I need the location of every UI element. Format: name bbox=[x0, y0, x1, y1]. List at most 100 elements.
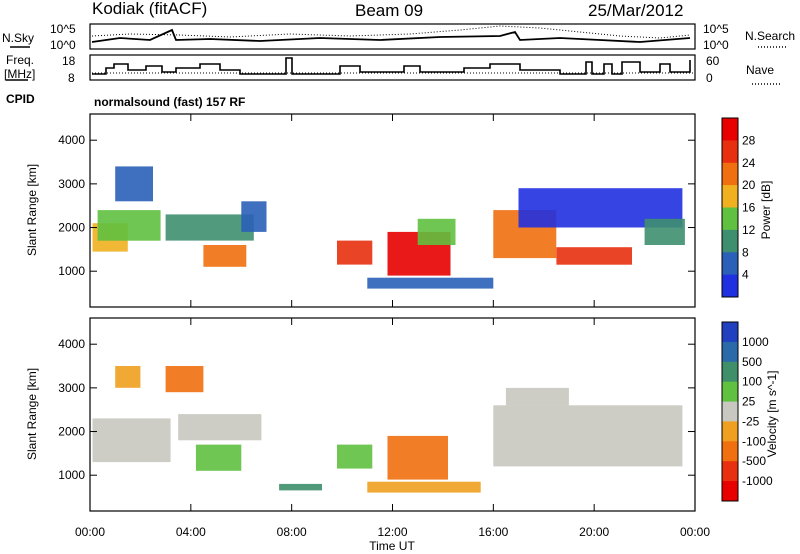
power-region-8 bbox=[417, 218, 456, 245]
velocity-ytick-label-2: 3000 bbox=[58, 381, 85, 395]
power-colorbar-tick-1: 24 bbox=[742, 156, 756, 170]
freq-trace bbox=[92, 57, 691, 75]
power-colorbar-label: Power [dB] bbox=[759, 181, 773, 240]
velocity-colorbar-tick-5: -100 bbox=[742, 434, 766, 448]
velocity-colorbar-tick-6: -500 bbox=[742, 454, 766, 468]
velocity-colorbar-frame bbox=[721, 321, 739, 502]
power-region-1 bbox=[97, 210, 161, 241]
velocity-y-label: Slant Range [km] bbox=[25, 368, 39, 460]
power-colorbar-tick-0: 28 bbox=[742, 133, 756, 147]
velocity-region-4 bbox=[195, 444, 242, 471]
velocity-region-3 bbox=[165, 366, 204, 393]
power-colorbar-swatch-0 bbox=[722, 118, 738, 141]
velocity-colorbar-swatch-7 bbox=[722, 461, 738, 482]
power-ytick-label-0: 1000 bbox=[58, 264, 85, 278]
power-ytick-label-3: 4000 bbox=[58, 133, 85, 147]
velocity-colorbar-tick-3: 25 bbox=[742, 395, 756, 409]
power-colorbar-swatch-5 bbox=[722, 229, 738, 253]
x-tick-label-1: 04:00 bbox=[176, 525, 206, 539]
velocity-region-1 bbox=[178, 414, 262, 441]
velocity-region-10 bbox=[505, 387, 569, 406]
date-title: 25/Mar/2012 bbox=[588, 1, 683, 20]
freq-tick-top: 18 bbox=[62, 54, 76, 68]
power-colorbar-swatch-6 bbox=[722, 252, 738, 276]
power-colorbar-swatch-7 bbox=[722, 274, 738, 298]
noise-tick-left-top: 10^5 bbox=[50, 22, 76, 36]
noise-panel-frame bbox=[89, 23, 696, 50]
x-tick-label-6: 00:00 bbox=[680, 525, 710, 539]
velocity-region-0 bbox=[92, 418, 171, 463]
velocity-colorbar-swatch-3 bbox=[722, 381, 738, 402]
power-ytick-label-2: 3000 bbox=[58, 177, 85, 191]
velocity-region-7 bbox=[387, 435, 448, 480]
freq-unit-label: [MHz] bbox=[4, 67, 35, 81]
x-tick-label-0: 00:00 bbox=[75, 525, 105, 539]
power-region-9 bbox=[367, 277, 494, 289]
station-title: Kodiak (fitACF) bbox=[92, 0, 207, 18]
freq-tick-bottom: 8 bbox=[68, 71, 75, 85]
power-colorbar-tick-3: 16 bbox=[742, 201, 756, 215]
velocity-colorbar-swatch-4 bbox=[722, 401, 738, 422]
freq-panel-frame bbox=[89, 54, 696, 81]
power-region-5 bbox=[241, 201, 267, 232]
velocity-data-marks bbox=[92, 366, 683, 493]
power-region-3 bbox=[165, 214, 254, 241]
noise-tick-left-bottom: 10^0 bbox=[50, 38, 76, 52]
velocity-colorbar-label: Velocity [m s^-1] bbox=[765, 371, 779, 458]
beam-title: Beam 09 bbox=[355, 1, 423, 20]
x-tick-label-3: 12:00 bbox=[377, 525, 407, 539]
velocity-ytick-label-1: 2000 bbox=[58, 425, 85, 439]
power-colorbar-frame bbox=[721, 117, 739, 298]
velocity-colorbar-swatch-0 bbox=[722, 322, 738, 343]
power-colorbar-swatch-1 bbox=[722, 140, 738, 164]
x-axis-label: Time UT bbox=[369, 539, 415, 553]
power-colorbar: 28 24 20 16 12 8 4 bbox=[721, 117, 756, 298]
freq-label: Freq. bbox=[6, 53, 34, 67]
velocity-colorbar-swatch-2 bbox=[722, 361, 738, 383]
velocity-colorbar-swatch-8 bbox=[722, 481, 738, 502]
velocity-colorbar: 1000 500 100 25 -25 -100 -500 -1000 bbox=[721, 321, 773, 502]
power-ytick-label-1: 2000 bbox=[58, 221, 85, 235]
nsky-trace bbox=[91, 28, 691, 43]
nsearch-label: N.Search bbox=[745, 29, 795, 43]
power-colorbar-swatch-2 bbox=[722, 162, 738, 186]
velocity-colorbar-swatch-6 bbox=[722, 441, 738, 462]
x-axis-ticks: 00:00 04:00 08:00 12:00 16:00 20:00 00:00 bbox=[75, 525, 710, 539]
power-data-marks bbox=[92, 166, 685, 289]
power-colorbar-tick-5: 8 bbox=[742, 245, 749, 259]
x-tick-label-4: 16:00 bbox=[478, 525, 508, 539]
power-region-13 bbox=[644, 218, 685, 245]
nsearch-trace bbox=[91, 25, 691, 39]
x-tick-label-2: 08:00 bbox=[277, 525, 307, 539]
velocity-ytick-label-3: 4000 bbox=[58, 337, 85, 351]
power-colorbar-swatch-3 bbox=[722, 185, 738, 208]
velocity-region-6 bbox=[337, 444, 373, 469]
x-tick-label-5: 20:00 bbox=[579, 525, 609, 539]
velocity-panel: 1000 2000 3000 4000 Slant Range [km] 1000 50… bbox=[25, 317, 779, 512]
power-colorbar-tick-6: 4 bbox=[742, 268, 749, 282]
nave-tick-top: 60 bbox=[706, 54, 720, 68]
velocity-region-8 bbox=[367, 481, 481, 493]
velocity-region-5 bbox=[279, 483, 322, 491]
nave-tick-bottom: 0 bbox=[706, 71, 713, 85]
velocity-colorbar-swatch-1 bbox=[722, 341, 738, 363]
power-region-2 bbox=[115, 166, 153, 202]
velocity-colorbar-tick-1: 500 bbox=[742, 355, 762, 369]
power-y-label: Slant Range [km] bbox=[25, 164, 39, 256]
velocity-colorbar-swatch-5 bbox=[722, 421, 738, 442]
velocity-colorbar-tick-2: 100 bbox=[742, 375, 762, 389]
power-region-11 bbox=[556, 247, 632, 265]
velocity-colorbar-tick-4: -25 bbox=[742, 414, 760, 428]
noise-tick-right-bottom: 10^0 bbox=[703, 38, 729, 52]
velocity-y-ticks: 1000 2000 3000 4000 bbox=[58, 318, 696, 511]
velocity-ytick-label-0: 1000 bbox=[58, 468, 85, 482]
power-y-ticks: 1000 2000 3000 4000 bbox=[58, 114, 696, 307]
power-colorbar-tick-2: 20 bbox=[742, 178, 756, 192]
power-panel: 1000 2000 3000 4000 Slant Range [km] 28 24 20… bbox=[25, 113, 773, 308]
velocity-region-2 bbox=[115, 366, 141, 388]
noise-tick-right-top: 10^5 bbox=[703, 22, 729, 36]
nsky-label: N.Sky bbox=[2, 31, 34, 45]
velocity-colorbar-tick-0: 1000 bbox=[742, 335, 769, 349]
velocity-region-9 bbox=[493, 405, 683, 467]
